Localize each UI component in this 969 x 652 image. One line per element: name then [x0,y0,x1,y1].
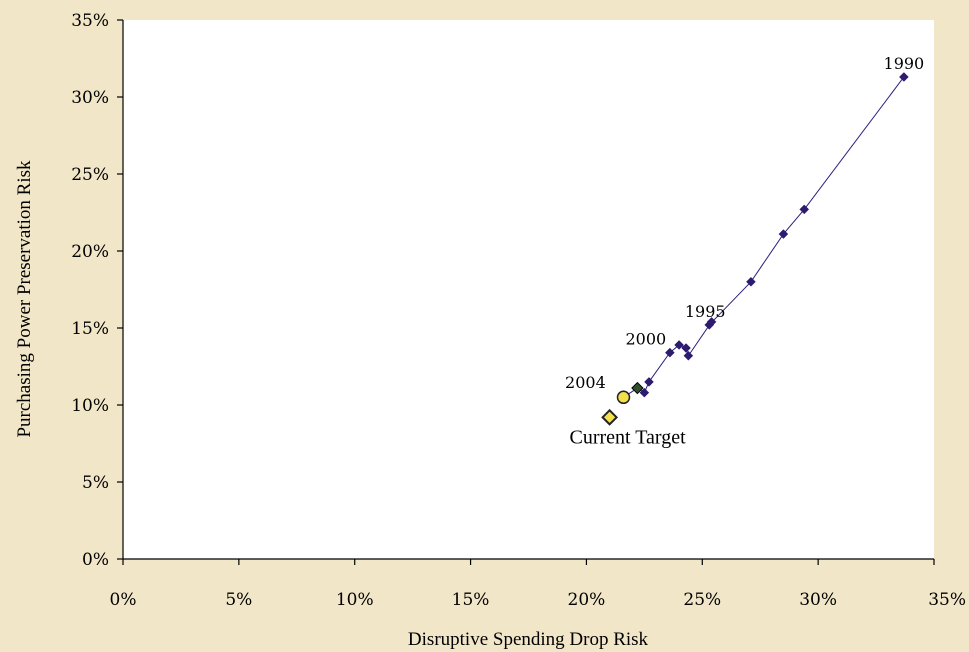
data-point [778,229,789,239]
annotation-label: 2000 [625,330,666,349]
annotation-label: Current Target [570,426,687,448]
x-axis-title: Disruptive Spending Drop Risk [408,629,649,650]
x-tick-label: 0% [110,590,137,610]
x-tick-label: 15% [452,590,490,610]
annotation-label: 1995 [685,302,726,321]
data-point [746,276,756,287]
annotations: 1990 1995 2000 2004 Current Target [565,54,924,448]
data-point [674,340,684,350]
data-point [664,347,675,358]
x-tick-label: 25% [683,590,721,610]
highlights [601,381,644,426]
data-point [799,204,810,215]
y-tick-label: 15% [71,319,109,339]
data-point [644,377,654,387]
data-point [683,350,694,361]
y-tick-label: 20% [71,242,109,262]
x-tick-label: 30% [799,590,837,610]
data-point [899,72,909,82]
data-point [639,387,650,398]
y-axis-title: Purchasing Power Preservation Risk [14,160,35,438]
series-points [618,72,909,403]
current-target-marker [601,408,619,426]
current-position-marker [616,390,631,405]
y-tick-label: 0% [82,550,109,570]
data-point [681,343,691,353]
annotation-label: 1990 [884,54,925,73]
data-point [706,316,717,327]
x-ticks: 0% 5% 10% 15% 20% 25% 30% 35% [110,559,966,610]
x-tick-label: 20% [568,590,606,610]
y-tick-label: 10% [71,396,109,416]
y-tick-label: 25% [71,165,109,185]
y-ticks: 0% 5% 10% 15% 20% 25% 30% 35% [71,11,123,570]
x-tick-label: 10% [336,590,374,610]
point-2004-marker [631,381,644,395]
annotation-label: 2004 [565,373,606,392]
y-tick-label: 5% [82,473,109,493]
y-tick-label: 35% [71,11,109,31]
y-tick-label: 30% [71,88,109,108]
x-tick-label: 5% [225,590,252,610]
x-tick-label: 35% [928,590,966,610]
plot-area [123,20,934,559]
